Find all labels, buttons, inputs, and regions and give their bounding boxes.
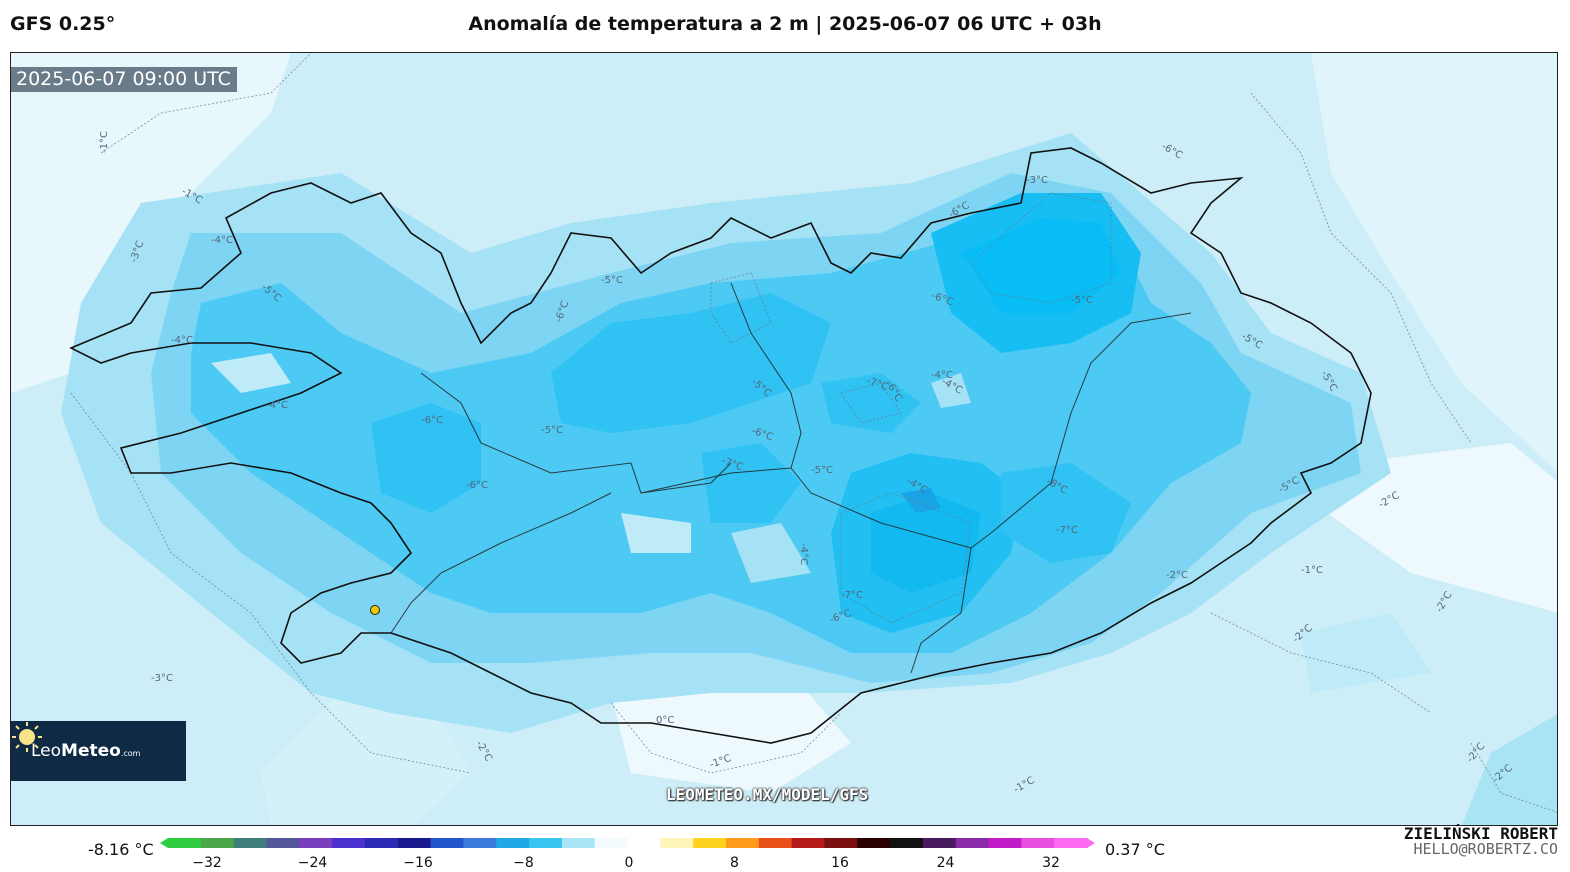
- colorbar-segment: [299, 838, 333, 848]
- contour-label: -6°C: [466, 480, 488, 491]
- colorbar-tick-label: −24: [297, 855, 328, 871]
- contour-label: -5°C: [601, 275, 623, 286]
- contour-label: -5°C: [541, 425, 563, 436]
- colorbar-segment: [988, 838, 1022, 848]
- colorbar-segment: [168, 838, 202, 848]
- colorbar-segment: [890, 838, 924, 848]
- colorbar-segment: [364, 838, 399, 848]
- colorbar-segment: [463, 838, 497, 848]
- colorbar-tick-label: −32: [192, 855, 222, 871]
- colorbar-segment: [332, 838, 366, 848]
- contour-label: -3°C: [1026, 175, 1048, 186]
- contour-label: 0°C: [656, 715, 674, 726]
- colorbar-segment: [430, 838, 464, 848]
- author-name: ZIELIŃSKI ROBERT: [1403, 824, 1558, 843]
- author-email[interactable]: HELLO@ROBERTZ.CO: [1413, 840, 1559, 858]
- colorbar-tick-label: 24: [936, 855, 955, 871]
- model-name: GFS 0.25°: [10, 13, 116, 35]
- colorbar-max-label: 0.37 °C: [1105, 840, 1165, 859]
- colorbar-segment: [233, 838, 268, 848]
- valid-time-badge: 2025-06-07 09:00 UTC: [11, 67, 237, 92]
- colorbar-segment: [857, 838, 891, 848]
- colorbar-segment: [660, 838, 694, 848]
- sun-icon: [12, 722, 42, 752]
- colorbar-segment: [758, 838, 793, 848]
- colorbar-segment: [725, 838, 760, 848]
- contour-label: -5°C: [811, 465, 833, 476]
- contour-label: -6°C: [421, 415, 443, 426]
- contour-label: -4°C: [931, 370, 953, 381]
- colorbar-segment: [594, 838, 629, 848]
- colorbar-segment: [1021, 838, 1055, 848]
- contour-label: -4°C: [171, 335, 193, 346]
- colorbar-tick-label: 0: [624, 855, 634, 871]
- colorbar-tick-label: −16: [403, 855, 433, 871]
- colorbar-segment: [529, 838, 563, 848]
- colorbar-segment: [397, 838, 432, 848]
- colorbar-segment: [922, 838, 957, 848]
- colorbar-tick-label: 32: [1042, 855, 1060, 871]
- colorbar-segment: [266, 838, 300, 848]
- colorbar-segment: [561, 838, 596, 848]
- colorbar-segment: [955, 838, 990, 848]
- map-panel[interactable]: -1°C -1°C -4°C -5°C -4°C -3°C -4°C -6°C -5°C -6°C…: [10, 52, 1558, 826]
- contour-label: -4°C: [211, 235, 233, 246]
- colorbar-tick-label: 8: [730, 855, 739, 871]
- colorbar-segment: [824, 838, 858, 848]
- colorbar-segment: [1054, 838, 1088, 848]
- contour-label: -7°C: [841, 590, 863, 601]
- colorbar: [160, 838, 1095, 848]
- contour-label: -1°C: [1301, 565, 1323, 576]
- contour-label: -5°C: [1071, 295, 1093, 306]
- chart-title: Anomalía de temperatura a 2 m | 2025-06-…: [468, 13, 1102, 35]
- colorbar-tick-label: −8: [513, 855, 534, 871]
- colorbar-segment: [200, 838, 235, 848]
- colorbar-segment: [791, 838, 826, 848]
- colorbar-segment: [627, 838, 661, 848]
- location-marker: [370, 605, 380, 615]
- colorbar-min-label: -8.16 °C: [88, 840, 154, 859]
- source-watermark: LEOMETEO.MX/MODEL/GFS: [666, 785, 869, 804]
- temperature-anomaly-map: -1°C -1°C -4°C -5°C -4°C -3°C -4°C -6°C -5°C -6°C…: [11, 53, 1557, 825]
- contour-label: -1°C: [99, 131, 110, 153]
- contour-label: -4°C: [266, 400, 288, 411]
- contour-label: -3°C: [151, 673, 173, 684]
- contour-label: -7°C: [1056, 525, 1078, 536]
- colorbar-segment: [496, 838, 530, 848]
- contour-label: -2°C: [1166, 570, 1188, 581]
- logo-text: LeoMeteo.com: [31, 741, 141, 761]
- coastline: [69, 147, 1372, 744]
- colorbar-segment: [693, 838, 727, 848]
- colorbar-tick-label: 16: [831, 855, 849, 871]
- contour-label: -4°C: [798, 543, 809, 565]
- leometeo-logo[interactable]: LeoMeteo.com: [11, 721, 186, 781]
